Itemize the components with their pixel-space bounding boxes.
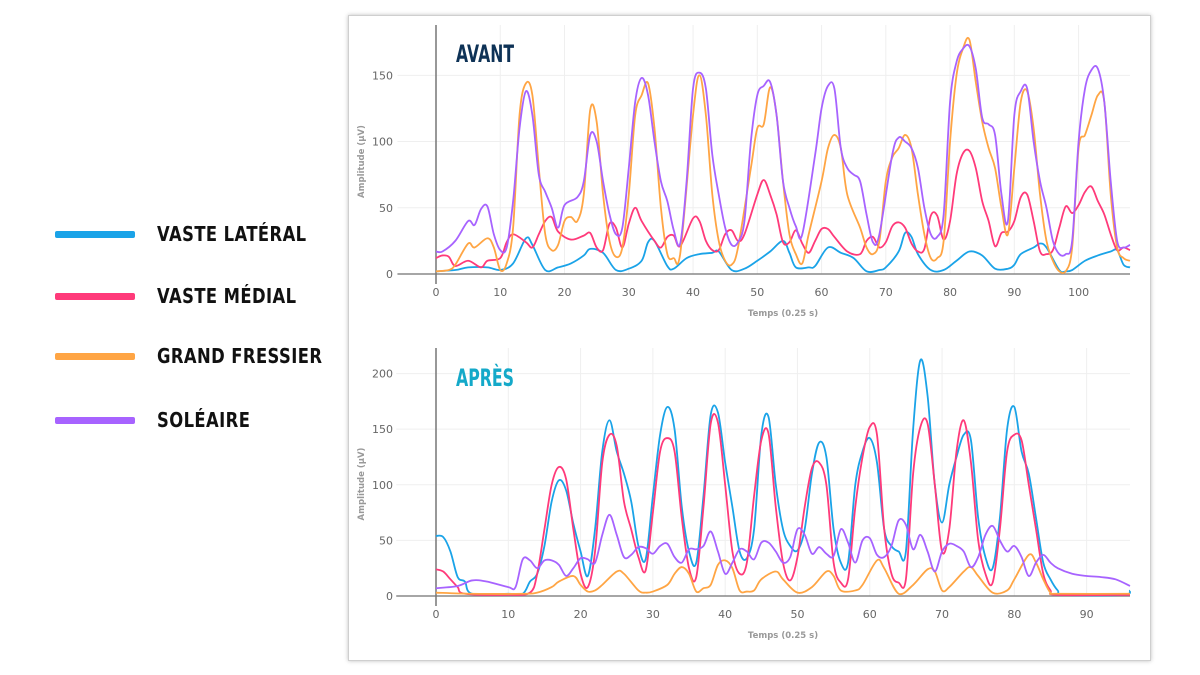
legend-item-vaste-lateral[interactable]: VASTE LATÉRAL: [55, 222, 339, 246]
y-tick-label: 100: [372, 136, 393, 149]
y-tick-label: 50: [379, 202, 393, 215]
legend-item-soleaire[interactable]: SOLÉAIRE: [55, 408, 271, 432]
x-tick-label: 40: [718, 608, 732, 621]
x-tick-label: 90: [1080, 608, 1094, 621]
series-line-vaste-medial: [435, 148, 1131, 269]
x-tick-label: 30: [622, 286, 636, 299]
x-tick-label: 0: [433, 608, 440, 621]
y-tick-label: 200: [372, 368, 393, 381]
legend-label: VASTE LATÉRAL: [157, 222, 307, 246]
chart-title: APRÈS: [456, 363, 514, 392]
y-axis-label: Amplitude (µV): [357, 447, 367, 520]
x-tick-label: 70: [879, 286, 893, 299]
legend-label: SOLÉAIRE: [157, 408, 251, 432]
x-tick-label: 20: [558, 286, 572, 299]
x-tick-label: 80: [943, 286, 957, 299]
x-tick-label: 30: [646, 608, 660, 621]
x-axis-label: Temps (0.25 s): [748, 309, 818, 319]
series-line-grand-fressier: [435, 36, 1131, 274]
x-tick-label: 90: [1007, 286, 1021, 299]
x-tick-label: 80: [1007, 608, 1021, 621]
y-tick-label: 0: [386, 590, 393, 603]
series-line-grand-fressier: [435, 553, 1131, 596]
x-tick-label: 0: [433, 286, 440, 299]
x-tick-label: 60: [863, 608, 877, 621]
legend-item-vaste-medial[interactable]: VASTE MÉDIAL: [55, 284, 327, 308]
y-tick-label: 100: [372, 479, 393, 492]
series-line-soleaire: [435, 43, 1131, 257]
x-tick-label: 60: [815, 286, 829, 299]
x-tick-label: 50: [750, 286, 764, 299]
x-tick-label: 10: [501, 608, 515, 621]
x-tick-label: 20: [574, 608, 588, 621]
series-line-vaste-medial: [435, 413, 1131, 597]
x-tick-label: 10: [493, 286, 507, 299]
x-tick-label: 100: [1068, 286, 1089, 299]
series-line-vaste-lateral: [435, 231, 1131, 274]
x-axis-label: Temps (0.25 s): [748, 631, 818, 641]
y-tick-label: 0: [386, 268, 393, 281]
legend-label: GRAND FRESSIER: [157, 344, 323, 368]
x-tick-label: 70: [935, 608, 949, 621]
legend-swatch: [55, 230, 135, 238]
y-tick-label: 150: [372, 69, 393, 82]
legend-swatch: [55, 352, 135, 360]
x-tick-label: 50: [790, 608, 804, 621]
legend-label: VASTE MÉDIAL: [157, 284, 297, 308]
legend-swatch: [55, 292, 135, 300]
y-axis-label: Amplitude (µV): [357, 125, 367, 198]
chart-title: AVANT: [456, 40, 514, 68]
y-tick-label: 150: [372, 423, 393, 436]
x-tick-label: 40: [686, 286, 700, 299]
series-line-vaste-lateral: [435, 358, 1131, 597]
y-tick-label: 50: [379, 534, 393, 547]
legend-swatch: [55, 416, 135, 424]
legend-item-grand-fessier[interactable]: GRAND FRESSIER: [55, 344, 359, 368]
series-line-soleaire: [435, 513, 1131, 591]
